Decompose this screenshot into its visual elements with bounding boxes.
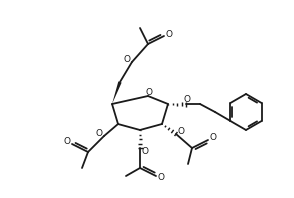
Text: O: O — [210, 132, 216, 142]
Text: O: O — [158, 173, 165, 183]
Text: O: O — [64, 137, 71, 147]
Text: O: O — [178, 127, 185, 135]
Text: O: O — [123, 54, 131, 64]
Polygon shape — [112, 81, 122, 104]
Text: O: O — [96, 129, 103, 138]
Text: O: O — [146, 88, 153, 96]
Text: O: O — [183, 94, 191, 104]
Text: O: O — [166, 30, 173, 38]
Text: O: O — [141, 147, 148, 155]
